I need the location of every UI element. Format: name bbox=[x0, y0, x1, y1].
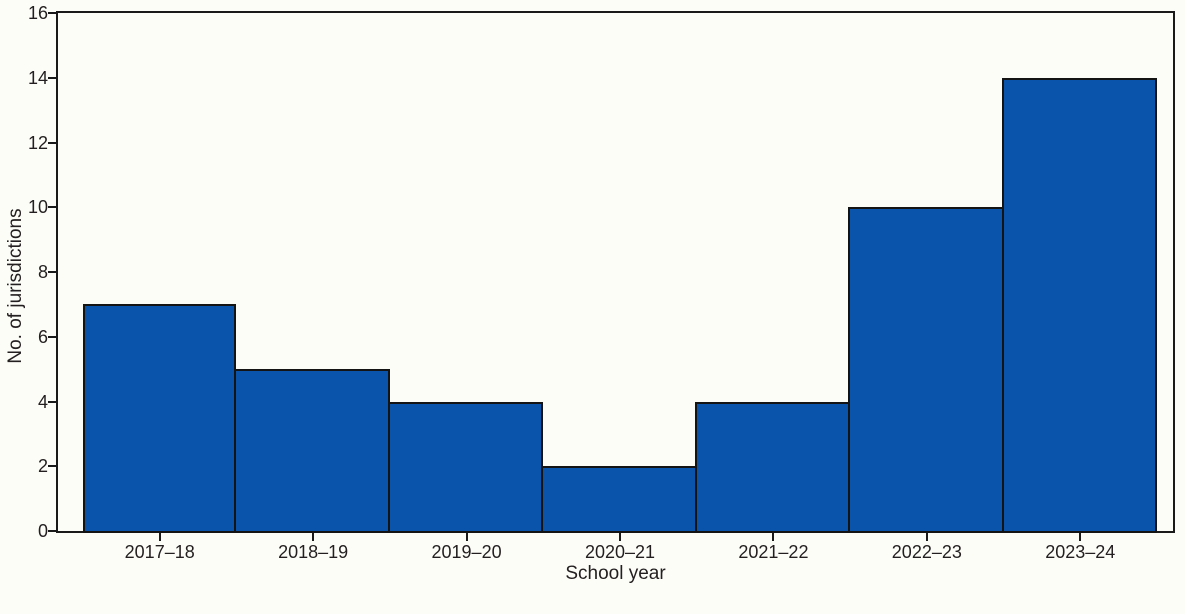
bar-2023-24 bbox=[1001, 77, 1157, 533]
y-tick bbox=[48, 141, 56, 144]
bar-2018-19 bbox=[234, 369, 390, 533]
x-tick-label: 2022–23 bbox=[891, 542, 962, 562]
x-tick bbox=[925, 533, 928, 541]
y-tick bbox=[48, 12, 56, 14]
x-tick bbox=[465, 533, 468, 541]
y-tick bbox=[48, 76, 56, 79]
x-tick bbox=[158, 533, 161, 541]
x-axis-title: School year bbox=[565, 563, 666, 584]
x-tick-label: 2020–21 bbox=[584, 542, 656, 562]
y-tick bbox=[48, 271, 56, 273]
y-tick-label: 0 bbox=[37, 521, 48, 541]
y-tick bbox=[48, 400, 56, 403]
x-tick-label: 2018–19 bbox=[278, 542, 349, 562]
x-tick-label: 2019–20 bbox=[431, 542, 502, 562]
x-tick bbox=[1079, 533, 1082, 541]
x-tick-label: 2023–24 bbox=[1045, 542, 1116, 562]
y-tick-label: 4 bbox=[37, 391, 48, 412]
x-tick bbox=[312, 533, 315, 541]
y-tick bbox=[48, 206, 56, 209]
y-tick bbox=[48, 335, 56, 338]
bar-2021-22 bbox=[694, 401, 851, 533]
y-tick-label: 14 bbox=[27, 67, 48, 88]
x-tick-label: 2017–18 bbox=[124, 542, 195, 562]
y-tick-label: 16 bbox=[27, 3, 48, 23]
y-tick-label: 8 bbox=[37, 262, 48, 282]
x-tick-label: 2021–22 bbox=[738, 542, 809, 562]
y-tick-label: 12 bbox=[27, 132, 48, 153]
y-tick-label: 6 bbox=[37, 326, 48, 347]
y-tick bbox=[48, 530, 56, 532]
bar-2019-20 bbox=[387, 401, 544, 533]
y-tick bbox=[48, 465, 56, 468]
bar-2022-23 bbox=[848, 207, 1004, 533]
x-tick bbox=[772, 533, 775, 541]
y-tick-label: 10 bbox=[27, 197, 48, 218]
bar-2017-18 bbox=[83, 304, 237, 533]
bar-2020-21 bbox=[541, 466, 697, 533]
y-tick-label: 2 bbox=[37, 456, 48, 477]
x-tick bbox=[619, 533, 621, 541]
